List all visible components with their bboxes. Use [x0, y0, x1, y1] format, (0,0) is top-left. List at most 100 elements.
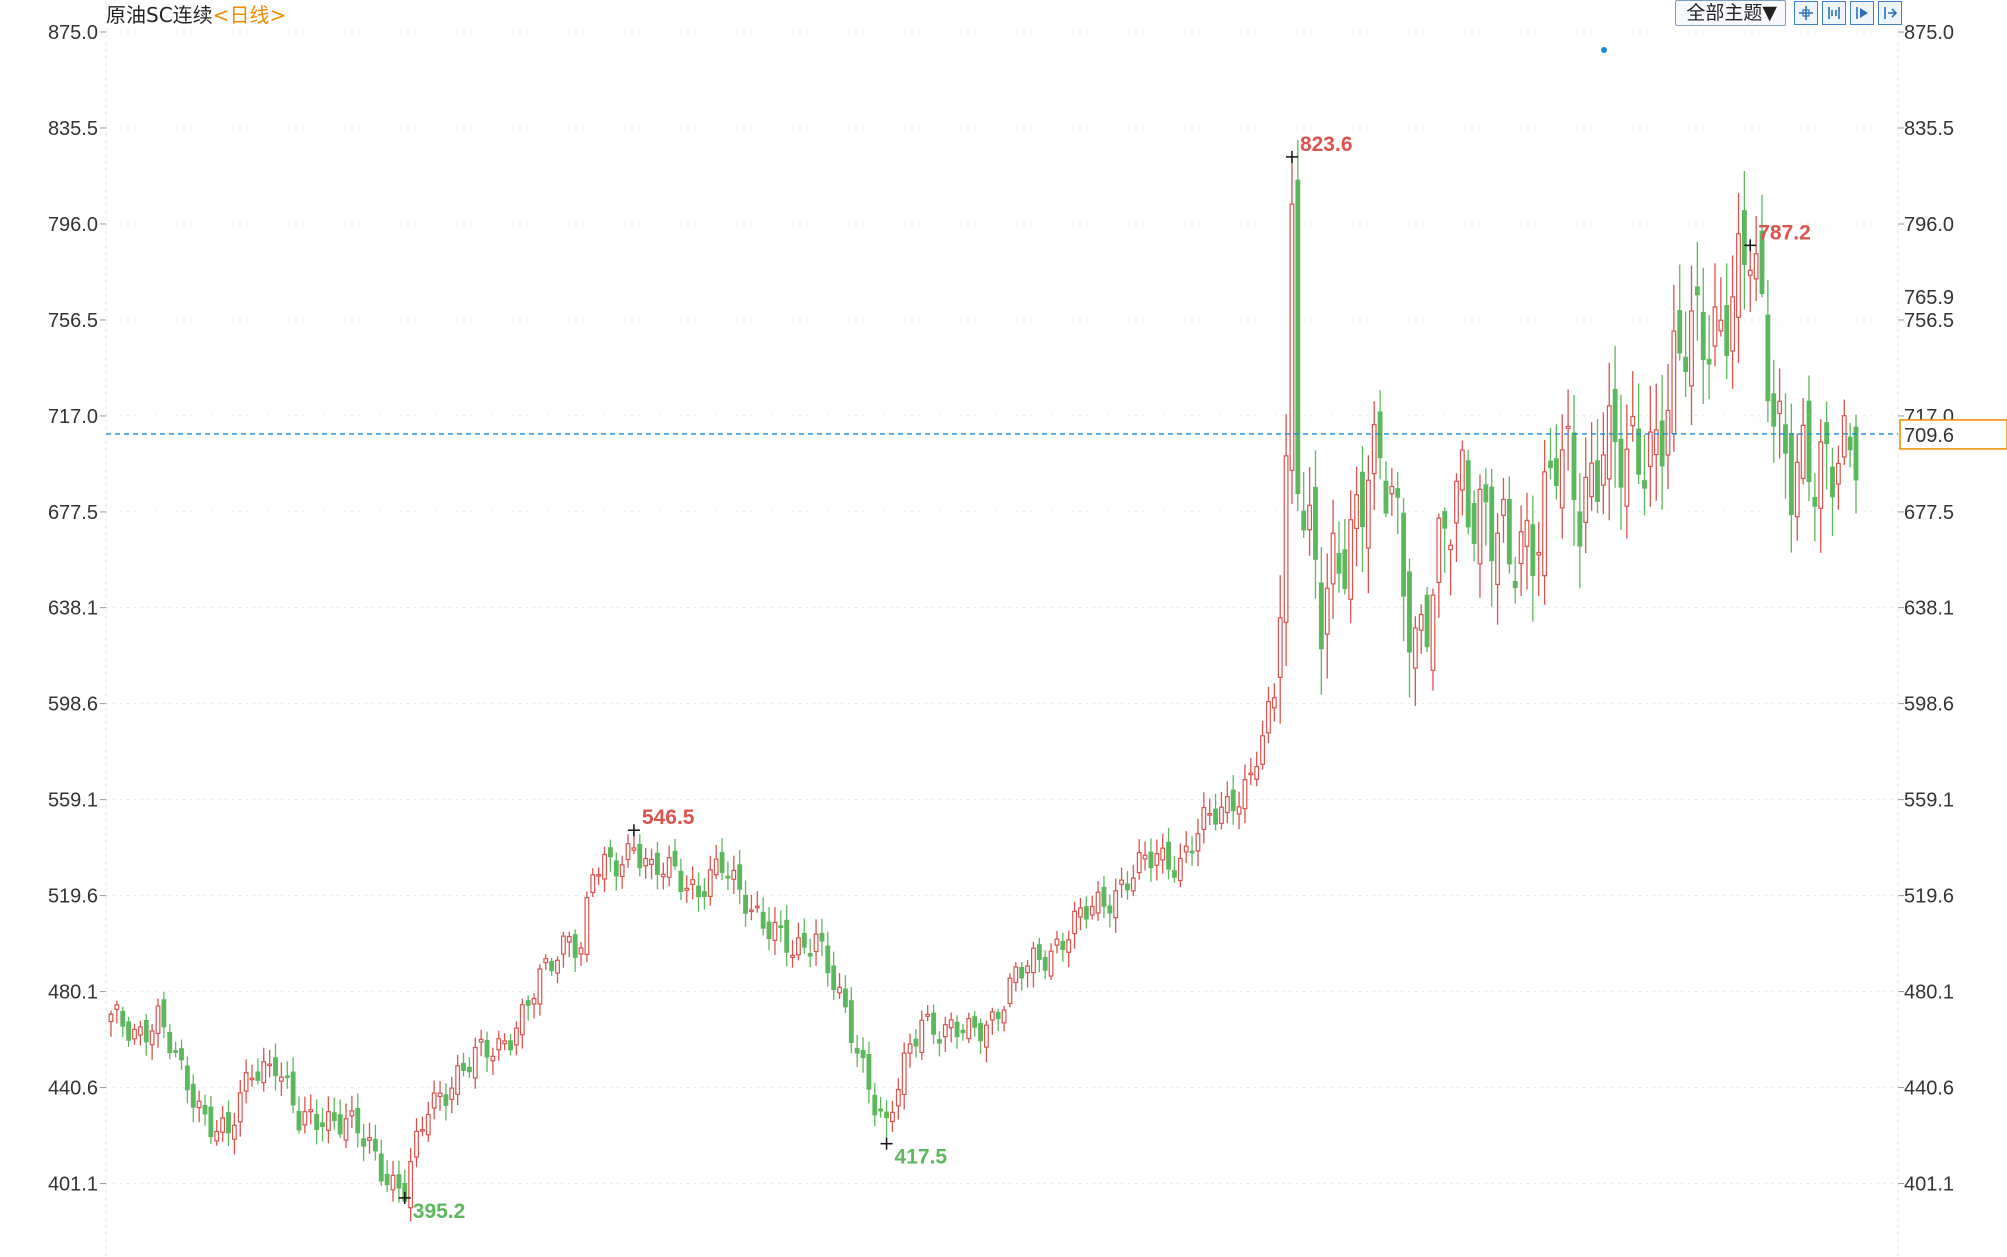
candle-up — [531, 997, 537, 1005]
candle-up — [1271, 697, 1277, 709]
candle-up — [942, 1024, 948, 1038]
candle-up — [425, 1113, 431, 1136]
candle-up — [1283, 455, 1289, 623]
candle-down — [760, 911, 766, 929]
candle-down — [1706, 358, 1712, 365]
period-open-icon[interactable]: < — [212, 3, 230, 27]
candle-up — [1418, 613, 1424, 631]
candle-down — [1042, 957, 1048, 971]
candle-down — [931, 1012, 936, 1035]
candle-down — [525, 1000, 531, 1006]
y-tick-label-right: 875.0 — [1904, 22, 1954, 44]
candle-down — [284, 1075, 290, 1079]
candle-up — [349, 1110, 355, 1117]
candle-up — [437, 1092, 443, 1098]
candle-up — [1389, 485, 1395, 495]
y-tick-label: 598.6 — [48, 694, 98, 716]
candle-up — [249, 1077, 255, 1081]
candle-down — [778, 925, 784, 928]
candle-down — [331, 1112, 337, 1121]
y-tick-label: 756.5 — [48, 310, 98, 332]
candle-down — [766, 921, 772, 940]
candle-up — [1001, 1009, 1007, 1024]
candle-up — [901, 1052, 907, 1095]
candle-up — [519, 1004, 525, 1036]
candle-down — [1571, 432, 1577, 501]
y-tick-label-right: 677.5 — [1904, 502, 1954, 524]
candle-up — [1160, 847, 1166, 861]
candle-up — [1630, 415, 1636, 427]
candle-up — [1736, 233, 1741, 318]
candle-up — [1747, 269, 1753, 276]
candle-down — [1759, 230, 1765, 295]
y-tick-label: 638.1 — [48, 598, 98, 620]
candle-up — [1800, 424, 1806, 480]
candle-up — [907, 1043, 913, 1054]
candle-down — [1342, 549, 1348, 590]
candle-up — [1236, 806, 1242, 815]
y-tick-label: 401.1 — [48, 1174, 98, 1196]
candle-down — [1166, 841, 1171, 870]
candle-down — [1301, 510, 1307, 531]
candle-up — [1777, 400, 1783, 415]
candle-down — [1036, 944, 1042, 961]
candle-up — [1260, 735, 1266, 765]
candle-up — [1495, 532, 1501, 586]
candle-up — [1524, 519, 1530, 547]
candle-up — [214, 1130, 220, 1142]
candle-up — [619, 864, 625, 878]
candle-up — [1113, 890, 1119, 919]
candle-up — [1730, 296, 1736, 352]
y-tick-label: 440.6 — [48, 1078, 98, 1100]
candle-down — [549, 960, 555, 972]
crosshair-icon[interactable] — [1794, 0, 1818, 25]
candle-up — [578, 947, 584, 955]
candle-up — [261, 1061, 267, 1084]
candle-up — [1835, 462, 1841, 485]
candle-down — [461, 1062, 466, 1071]
candle-up — [919, 1019, 925, 1054]
candle-down — [719, 851, 725, 873]
play-icon[interactable] — [1850, 0, 1874, 25]
period-selector[interactable]: 日线 — [229, 3, 270, 27]
candle-up — [748, 909, 754, 913]
theme-select[interactable]: 全部主题▼ — [1675, 0, 1786, 26]
y-tick-label-right: 756.5 — [1904, 310, 1954, 332]
candle-down — [1683, 356, 1689, 373]
candle-down — [190, 1083, 196, 1108]
candle-down — [1853, 426, 1859, 481]
candle-down — [1530, 524, 1536, 576]
chart-title-bar: 原油SC连续<日线> — [106, 1, 286, 29]
candle-up — [625, 843, 631, 861]
candle-up — [1371, 424, 1377, 475]
extreme-label: 823.6 — [1300, 133, 1353, 156]
candle-down — [613, 860, 619, 877]
candle-up — [132, 1028, 137, 1040]
candle-up — [1794, 461, 1800, 518]
candle-down — [825, 945, 831, 974]
candle-up — [237, 1092, 243, 1123]
candle-down — [831, 965, 837, 990]
zoom-range-icon[interactable] — [1822, 0, 1846, 25]
candle-down — [1847, 436, 1853, 451]
candle-down — [1506, 498, 1512, 565]
candle-up — [1542, 471, 1548, 577]
candle-up — [1119, 879, 1124, 885]
candle-up — [490, 1055, 496, 1062]
exit-icon[interactable] — [1878, 0, 1902, 25]
period-close-icon[interactable]: > — [269, 3, 287, 27]
candle-down — [1213, 808, 1219, 825]
candle-down — [672, 850, 678, 867]
candle-down — [1424, 594, 1430, 648]
candle-down — [1642, 480, 1647, 489]
chart-toolbar: 全部主题▼ — [1675, 0, 1902, 26]
candle-up — [1142, 854, 1148, 860]
candle-up — [1289, 203, 1295, 471]
candle-up — [537, 968, 543, 1005]
candle-up — [155, 1005, 161, 1034]
candle-up — [1354, 494, 1360, 530]
candle-down — [1395, 488, 1401, 498]
candle-up — [267, 1063, 273, 1067]
